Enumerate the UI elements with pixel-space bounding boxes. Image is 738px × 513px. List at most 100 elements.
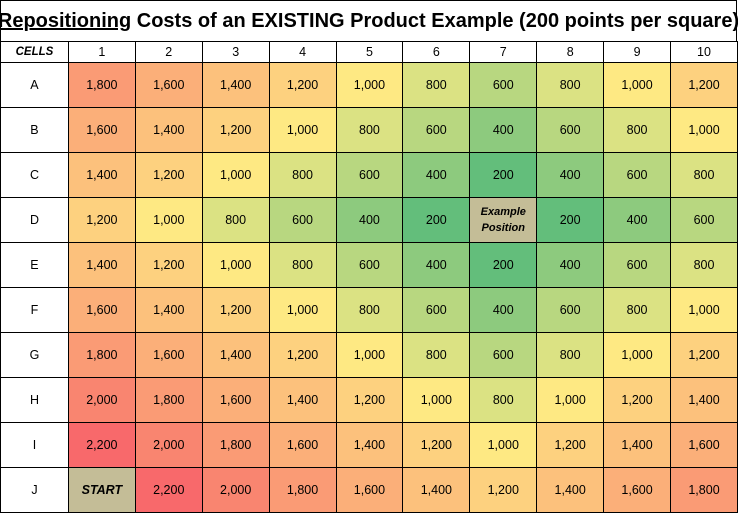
cost-cell[interactable]: 400 <box>469 107 538 153</box>
cost-cell[interactable]: 200 <box>402 197 471 243</box>
cost-cell[interactable]: 1,000 <box>134 197 203 243</box>
cost-cell[interactable]: 200 <box>469 242 538 288</box>
cost-cell[interactable]: 400 <box>536 152 605 198</box>
cost-cell[interactable]: 1,600 <box>67 287 136 333</box>
row-header[interactable]: E <box>0 242 69 288</box>
cost-cell[interactable]: 800 <box>201 197 270 243</box>
cost-cell[interactable]: 1,600 <box>335 467 404 513</box>
cost-cell[interactable]: 1,000 <box>536 377 605 423</box>
cost-cell[interactable]: 400 <box>603 197 671 243</box>
cost-cell[interactable]: 600 <box>469 62 538 108</box>
cost-cell[interactable]: 800 <box>268 152 337 198</box>
cost-cell[interactable]: 1,400 <box>201 332 270 378</box>
cost-cell[interactable]: 800 <box>603 107 671 153</box>
cost-cell[interactable]: 1,600 <box>603 467 671 513</box>
column-header[interactable]: 5 <box>335 41 404 63</box>
cost-cell[interactable]: 1,200 <box>536 422 605 468</box>
cost-cell[interactable]: 600 <box>603 242 671 288</box>
cost-cell[interactable]: 600 <box>670 197 738 243</box>
cost-cell[interactable]: 1,600 <box>670 422 738 468</box>
cost-cell[interactable]: 1,200 <box>670 62 738 108</box>
cost-cell[interactable]: 800 <box>335 107 404 153</box>
cost-cell[interactable]: 1,200 <box>268 332 337 378</box>
cost-cell[interactable]: 1,000 <box>670 287 738 333</box>
cost-cell[interactable]: 600 <box>335 242 404 288</box>
column-header[interactable]: 10 <box>670 41 738 63</box>
row-header[interactable]: H <box>0 377 69 423</box>
column-header[interactable]: 7 <box>469 41 538 63</box>
column-header[interactable]: 3 <box>201 41 270 63</box>
cost-cell[interactable]: 1,600 <box>134 332 203 378</box>
cost-cell[interactable]: 400 <box>402 242 471 288</box>
cost-cell[interactable]: 1,400 <box>402 467 471 513</box>
cost-cell[interactable]: 1,400 <box>134 107 203 153</box>
cost-cell[interactable]: 1,200 <box>67 197 136 243</box>
cost-cell[interactable]: 800 <box>536 62 605 108</box>
cost-cell[interactable]: 800 <box>670 152 738 198</box>
cost-cell[interactable]: 1,400 <box>67 242 136 288</box>
cost-cell[interactable]: 800 <box>469 377 538 423</box>
column-header[interactable]: 2 <box>134 41 203 63</box>
cost-cell[interactable]: 800 <box>268 242 337 288</box>
cost-cell[interactable]: 1,400 <box>134 287 203 333</box>
cost-cell[interactable]: 800 <box>670 242 738 288</box>
cost-cell[interactable]: 1,000 <box>469 422 538 468</box>
cost-cell[interactable]: 1,800 <box>134 377 203 423</box>
cost-cell[interactable]: 400 <box>536 242 605 288</box>
cost-cell[interactable]: 1,000 <box>402 377 471 423</box>
cost-cell[interactable]: 600 <box>335 152 404 198</box>
column-header[interactable]: 6 <box>402 41 471 63</box>
cost-cell[interactable]: 400 <box>402 152 471 198</box>
row-header[interactable]: B <box>0 107 69 153</box>
cost-cell[interactable]: 1,200 <box>335 377 404 423</box>
cost-cell[interactable]: 2,200 <box>134 467 203 513</box>
cost-cell[interactable]: 1,800 <box>670 467 738 513</box>
cost-cell[interactable]: 1,200 <box>134 152 203 198</box>
column-header[interactable]: 1 <box>67 41 136 63</box>
row-header[interactable]: A <box>0 62 69 108</box>
cost-cell[interactable]: 800 <box>536 332 605 378</box>
row-header[interactable]: I <box>0 422 69 468</box>
cost-cell[interactable]: 2,000 <box>134 422 203 468</box>
column-header[interactable]: 4 <box>268 41 337 63</box>
cost-cell[interactable]: 600 <box>603 152 671 198</box>
cost-cell[interactable]: 1,200 <box>469 467 538 513</box>
cost-cell[interactable]: 1,000 <box>603 332 671 378</box>
cost-cell[interactable]: 1,000 <box>268 107 337 153</box>
cost-cell[interactable]: 800 <box>402 332 471 378</box>
cost-cell[interactable]: 1,600 <box>201 377 270 423</box>
cost-cell[interactable]: 1,800 <box>67 62 136 108</box>
row-header[interactable]: C <box>0 152 69 198</box>
cost-cell[interactable]: 600 <box>469 332 538 378</box>
cost-cell[interactable]: 1,000 <box>335 332 404 378</box>
column-header[interactable]: 8 <box>536 41 605 63</box>
cost-cell[interactable]: 1,200 <box>402 422 471 468</box>
cost-cell[interactable]: 1,200 <box>603 377 671 423</box>
cost-cell[interactable]: 2,000 <box>67 377 136 423</box>
cost-cell[interactable]: 800 <box>335 287 404 333</box>
cost-cell[interactable]: 2,000 <box>201 467 270 513</box>
cost-cell[interactable]: 1,000 <box>670 107 738 153</box>
cost-cell[interactable]: 1,200 <box>134 242 203 288</box>
cost-cell[interactable]: 1,800 <box>201 422 270 468</box>
cost-cell[interactable]: 200 <box>469 152 538 198</box>
cost-cell[interactable]: 2,200 <box>67 422 136 468</box>
cost-cell[interactable]: 600 <box>402 287 471 333</box>
cost-cell[interactable]: 400 <box>335 197 404 243</box>
cost-cell[interactable]: 1,400 <box>335 422 404 468</box>
row-header[interactable]: J <box>0 467 69 513</box>
example-position-cell[interactable]: Example Position <box>469 197 538 243</box>
cost-cell[interactable]: 600 <box>402 107 471 153</box>
cost-cell[interactable]: 1,200 <box>201 287 270 333</box>
row-header[interactable]: D <box>0 197 69 243</box>
column-header[interactable]: 9 <box>603 41 671 63</box>
cost-cell[interactable]: 1,600 <box>67 107 136 153</box>
cost-cell[interactable]: 1,400 <box>603 422 671 468</box>
cost-cell[interactable]: 1,400 <box>201 62 270 108</box>
cost-cell[interactable]: 600 <box>268 197 337 243</box>
cost-cell[interactable]: 1,600 <box>268 422 337 468</box>
cost-cell[interactable]: 800 <box>402 62 471 108</box>
cost-cell[interactable]: 600 <box>536 287 605 333</box>
cost-cell[interactable]: 1,000 <box>603 62 671 108</box>
cost-cell[interactable]: 1,800 <box>67 332 136 378</box>
